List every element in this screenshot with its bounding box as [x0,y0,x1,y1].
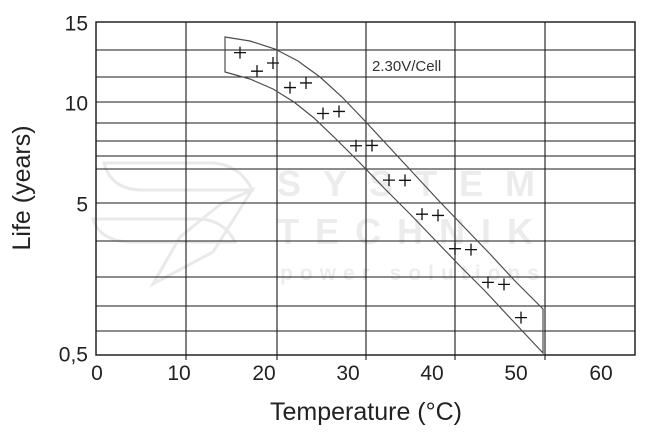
x-tick-label: 10 [167,362,190,385]
watermark-text-technik: TECHNIK [277,211,549,252]
plus-hatch-marker [399,174,411,187]
plus-hatch-marker [300,76,312,89]
plus-hatch-marker [416,208,428,221]
plus-hatch-marker [465,243,477,256]
watermark-text-power-solutions: power solutions [280,262,546,285]
watermark-flash-logo-bottom-stroke [91,217,238,244]
plus-hatch-marker [366,139,378,152]
life-band-outline [224,36,544,355]
x-axis-tick-labels: 0 10 20 30 40 50 60 [91,362,613,385]
y-tick-label: 15 [65,12,88,35]
watermark-flash-logo-tail [149,186,256,288]
plus-hatch-marker [333,105,345,118]
x-tick-label: 50 [504,362,527,385]
plus-hatch-marker [267,56,279,69]
x-tick-label: 0 [91,362,103,385]
voltage-annotation: 2.30V/Cell [372,58,441,75]
y-tick-label: 0,5 [59,343,88,366]
x-tick-label: 60 [589,362,612,385]
y-tick-label: 10 [65,92,88,115]
y-axis-title: Life (years) [8,125,36,250]
plus-hatch-marker [317,107,329,120]
y-tick-label: 5 [76,193,88,216]
life-expectancy-band [224,36,544,355]
watermark-text-system: SYSTEM [277,163,557,204]
plus-hatch-marker [432,209,444,222]
plus-hatch-marker [498,278,510,291]
x-tick-label: 20 [252,362,275,385]
watermark-flash-logo-top-stroke [102,161,255,192]
plus-hatch-marker [383,174,395,187]
plus-hatch-marker [482,276,494,289]
plus-hatch-marker [350,139,362,152]
plus-hatch-marker [515,311,527,324]
y-axis-tick-labels: 15 10 5 0,5 [59,12,88,366]
plus-hatch-marker [449,242,461,255]
x-axis-title: Temperature (°C) [270,398,462,426]
plus-hatch-marker [284,81,296,94]
plot-border [95,21,636,356]
watermark: SYSTEM TECHNIK power solutions [91,161,557,288]
x-tick-label: 30 [336,362,359,385]
plus-hatch-marker [234,46,246,59]
plus-hatch-marker [251,65,263,78]
x-tick-label: 40 [420,362,443,385]
